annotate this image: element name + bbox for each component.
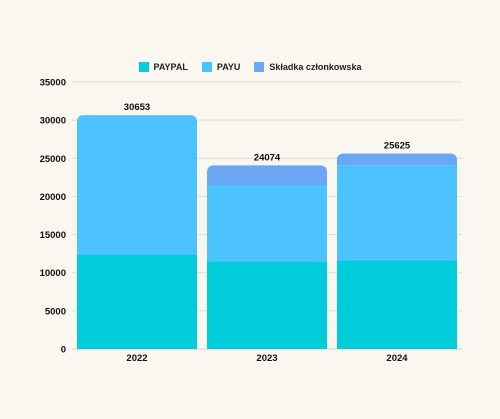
legend: PAYPAL PAYU Składka członkowska	[0, 62, 500, 72]
bar-segment-2022-paypal	[77, 254, 197, 349]
y-tick-label: 35000	[40, 78, 66, 89]
bar-total-label: 30653	[124, 102, 150, 113]
legend-swatch-paypal	[138, 62, 149, 72]
legend-item-membership-fee: Składka członkowska	[254, 62, 361, 72]
y-tick-label: 30000	[40, 116, 66, 127]
bars	[77, 115, 457, 349]
bar-segment-2023-sk-adka-cz-onkowska	[207, 165, 327, 185]
bar-segment-2024-payu	[337, 165, 457, 261]
x-tick-label: 2023	[256, 353, 277, 364]
total-labels: 30653 24074 25625	[124, 102, 411, 163]
bar-segment-2024-paypal	[337, 260, 457, 349]
y-tick-label: 25000	[40, 154, 66, 165]
y-tick-label: 20000	[40, 192, 66, 203]
x-axis: 2022 2023 2024	[126, 353, 408, 364]
y-tick-label: 0	[61, 345, 66, 356]
y-tick-label: 5000	[45, 306, 66, 317]
x-tick-label: 2024	[386, 353, 408, 364]
legend-item-paypal: PAYPAL	[138, 62, 188, 72]
legend-swatch-membership-fee	[254, 62, 265, 72]
x-tick-label: 2022	[126, 353, 147, 364]
legend-item-payu: PAYU	[201, 62, 241, 72]
legend-label-membership-fee: Składka członkowska	[269, 62, 362, 72]
bar-total-label: 25625	[384, 141, 411, 152]
y-tick-label: 10000	[40, 268, 66, 279]
bar-total-label: 24074	[254, 152, 281, 163]
legend-label-paypal: PAYPAL	[153, 62, 188, 72]
legend-swatch-payu	[201, 62, 212, 72]
legend-label-payu: PAYU	[216, 62, 241, 72]
bar-segment-2023-payu	[207, 184, 327, 262]
bar-segment-2024-sk-adka-cz-onkowska	[337, 153, 457, 166]
bar-segment-2022-payu	[77, 115, 197, 255]
y-axis: 0 5000 10000 15000 20000 25000 30000 35000	[40, 78, 66, 356]
bar-segment-2023-paypal	[207, 261, 327, 349]
y-tick-label: 15000	[40, 230, 66, 241]
